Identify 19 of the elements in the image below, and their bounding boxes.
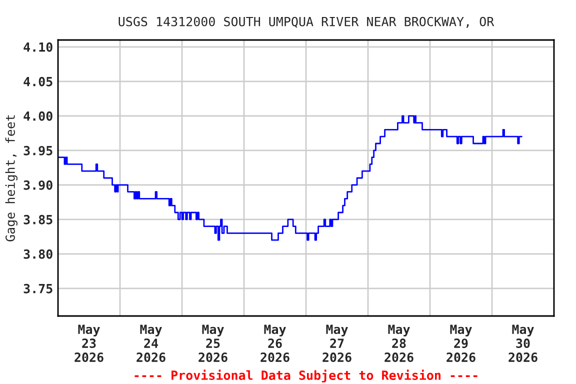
y-tick-label: 4.10 [24, 42, 52, 52]
y-tick-label: 3.75 [24, 284, 52, 294]
y-tick-label: 3.80 [24, 249, 52, 259]
chart-title: USGS 14312000 SOUTH UMPQUA RIVER NEAR BROCKWAY, OR [118, 16, 494, 28]
x-tick-label: May 26 2026 [260, 324, 290, 362]
x-tick-label: May 23 2026 [74, 324, 104, 362]
y-axis-title: Gage height, feet [5, 115, 18, 242]
x-tick-label: May 27 2026 [322, 324, 352, 362]
text: ---- Provisional Data Subject to Revision ---- [134, 370, 478, 382]
x-tick-label: May 28 2026 [384, 324, 414, 362]
y-tick-label: 4.00 [24, 111, 52, 121]
x-tick-label: May 29 2026 [446, 324, 476, 362]
y-tick-label: 3.85 [24, 214, 52, 224]
x-tick-label: May 30 2026 [508, 324, 538, 362]
y-tick-label: 4.05 [24, 76, 52, 86]
x-tick-label: May 25 2026 [198, 324, 228, 362]
y-tick-label: 3.90 [24, 180, 52, 190]
y-tick-label: 3.95 [24, 146, 52, 156]
x-tick-label: May 24 2026 [136, 324, 166, 362]
